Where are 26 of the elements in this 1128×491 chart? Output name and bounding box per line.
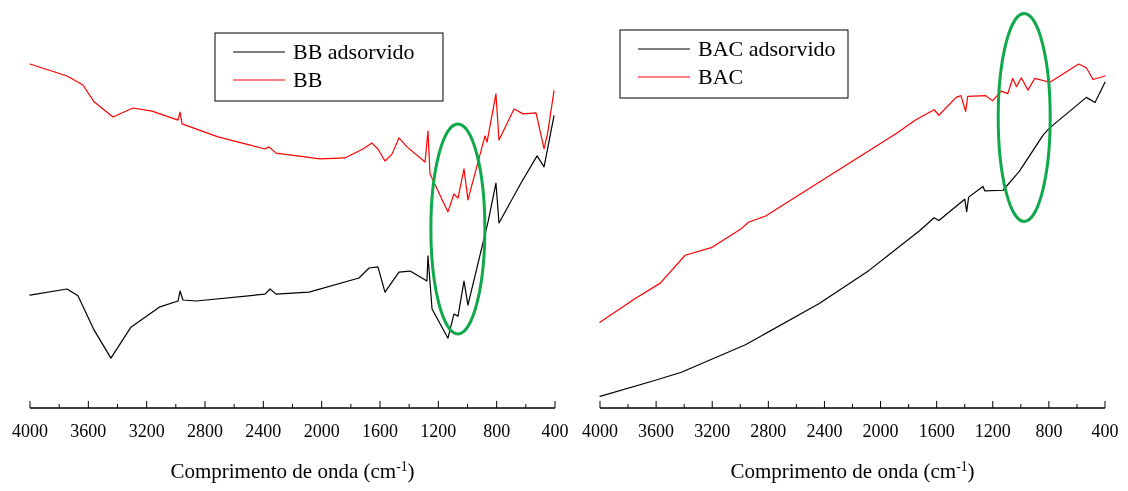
x-tick-label: 2800 xyxy=(750,421,787,441)
legend-label: BAC xyxy=(698,64,744,89)
x-tick-label: 3200 xyxy=(128,421,165,441)
x-tick-label: 3200 xyxy=(694,421,731,441)
x-tick-label: 2400 xyxy=(806,421,843,441)
x-tick-label: 4000 xyxy=(582,421,618,441)
x-tick-label: 2800 xyxy=(187,421,223,441)
x-tick-label: 2000 xyxy=(862,421,899,441)
x-tick-label: 2400 xyxy=(245,421,282,441)
x-tick-label: 1600 xyxy=(918,421,955,441)
legend-label: BAC adsorvido xyxy=(698,36,836,61)
x-axis-title: Comprimento de onda (cm$^{-1}$) xyxy=(730,458,975,483)
x-tick-label: 3600 xyxy=(638,421,675,441)
x-tick-label: 4000 xyxy=(12,421,48,441)
legend-label: BB xyxy=(293,67,323,92)
x-tick-label: 1200 xyxy=(420,421,457,441)
x-tick-label: 1600 xyxy=(362,421,398,441)
x-tick-label: 2000 xyxy=(303,421,340,441)
legend-label: BB adsorvido xyxy=(293,39,415,64)
x-tick-label: 400 xyxy=(1091,421,1119,441)
x-tick-label: 1200 xyxy=(974,421,1011,441)
x-axis-title: Comprimento de onda (cm$^{-1}$) xyxy=(170,458,415,483)
x-tick-label: 800 xyxy=(483,421,511,441)
x-tick-label: 400 xyxy=(541,421,569,441)
x-tick-label: 800 xyxy=(1035,421,1063,441)
x-tick-label: 3600 xyxy=(70,421,107,441)
